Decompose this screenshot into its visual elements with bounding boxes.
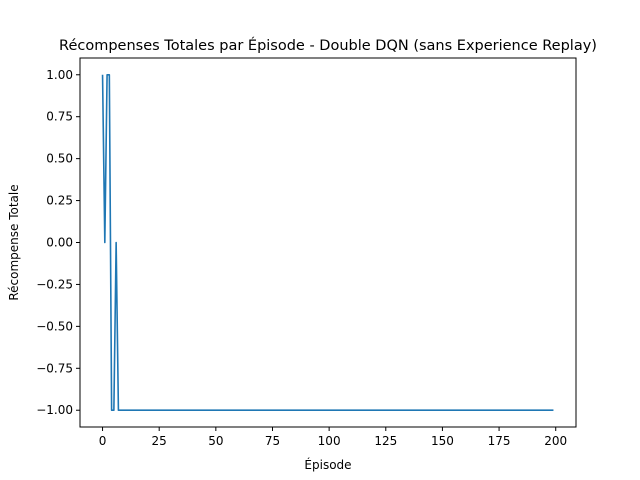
y-tick-label: 1.00 (46, 68, 73, 82)
x-tick-label: 200 (544, 434, 567, 448)
axes-frame (79, 57, 577, 428)
x-tick-label: 25 (152, 434, 167, 448)
y-tick-label: 0.25 (46, 194, 73, 208)
y-tick-label: −0.75 (36, 361, 73, 375)
x-tick-label: 150 (431, 434, 454, 448)
y-tick-label: −0.50 (36, 319, 73, 333)
y-tick-label: −0.25 (36, 277, 73, 291)
plot-area (79, 57, 577, 428)
x-axis-label: Épisode (304, 457, 351, 472)
y-axis: 1.00 0.75 0.50 0.25 0.00 −0.25 −0.50 −0.75 −1.00 (36, 68, 80, 417)
series-line (101, 73, 554, 412)
x-axis: 0 25 50 75 100 125 150 175 200 (99, 427, 567, 448)
x-tick-label: 175 (488, 434, 511, 448)
y-tick-label: 0.75 (46, 110, 73, 124)
x-tick-label: 100 (318, 434, 341, 448)
y-tick-label: −1.00 (36, 403, 73, 417)
x-tick-label: 0 (99, 434, 107, 448)
y-axis-label: Récompense Totale (7, 184, 21, 300)
x-tick-label: 75 (265, 434, 280, 448)
y-tick-label: 0.50 (46, 152, 73, 166)
chart-title: Récompenses Totales par Épisode - Double… (59, 37, 597, 54)
x-tick-label: 125 (374, 434, 397, 448)
y-tick-label: 0.00 (46, 236, 73, 250)
x-tick-label: 50 (208, 434, 223, 448)
